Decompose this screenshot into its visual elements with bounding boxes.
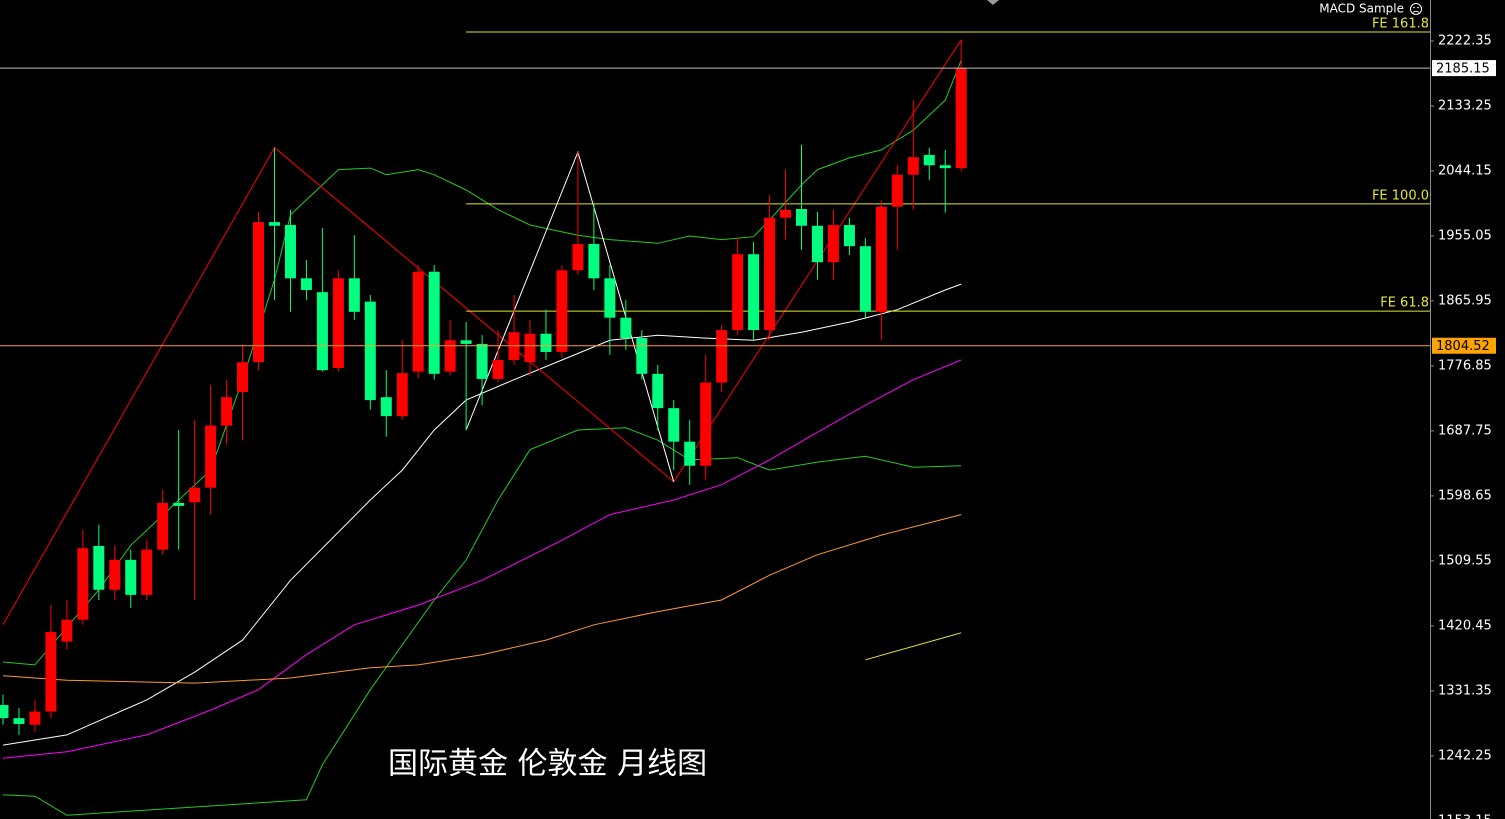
- candle-body: [811, 225, 823, 263]
- y-tick-label: 1687.75: [1438, 423, 1492, 438]
- y-tick-label: 2044.15: [1438, 163, 1492, 178]
- indicator-line: [2, 359, 962, 759]
- candle-body: [412, 271, 424, 372]
- candle-body: [732, 254, 744, 331]
- candle-body: [189, 487, 201, 503]
- y-tick-label: 1598.65: [1438, 488, 1492, 503]
- y-tick-label: 1331.35: [1438, 683, 1492, 698]
- y-tick-label: 1242.25: [1438, 748, 1492, 763]
- candle-body: [268, 222, 280, 226]
- candle-body: [907, 157, 919, 175]
- candle-body: [668, 408, 680, 442]
- candle-body: [253, 222, 265, 363]
- chart-title: 国际黄金 伦敦金 月线图: [388, 747, 707, 782]
- candle-body: [93, 545, 105, 590]
- candle-body: [939, 165, 951, 169]
- candle-body: [396, 373, 408, 417]
- candle-body: [827, 225, 839, 263]
- candle-body: [284, 225, 296, 279]
- candle-body: [588, 244, 600, 279]
- candle-body: [780, 209, 792, 218]
- candle-body: [652, 373, 664, 409]
- indicator-line: [2, 283, 962, 746]
- y-tick-label: 1955.05: [1438, 228, 1492, 243]
- candle-body: [716, 330, 728, 383]
- candle-body: [636, 338, 648, 374]
- candle-body: [875, 206, 887, 312]
- candle-body: [492, 359, 504, 379]
- candle-body: [348, 278, 360, 312]
- y-tick-label: 2133.25: [1438, 98, 1492, 113]
- candle-body: [45, 632, 57, 712]
- candle-body: [955, 68, 967, 169]
- candle-body: [0, 705, 9, 719]
- shift-marker: [987, 0, 999, 5]
- candle-body: [300, 278, 312, 290]
- plot-area: [0, 31, 1430, 816]
- fib-label: FE 100.0: [1372, 188, 1429, 203]
- candle-body: [332, 278, 344, 369]
- indicator-name: MACD Sample: [1319, 2, 1404, 16]
- candle-body: [380, 397, 392, 417]
- y-tick-label: 1153.15: [1438, 813, 1492, 819]
- candle-body: [556, 270, 568, 352]
- candle-body: [700, 382, 712, 466]
- y-tick-label: 1420.45: [1438, 618, 1492, 633]
- candle-body: [923, 155, 935, 166]
- price-label: 1804.52: [1436, 339, 1490, 354]
- candle-body: [13, 718, 25, 724]
- price-box: [1432, 60, 1496, 77]
- candle-body: [572, 244, 584, 271]
- candle-body: [796, 208, 807, 226]
- indicator-line: [2, 514, 962, 684]
- y-tick-label: 1509.55: [1438, 553, 1492, 568]
- candle-body: [540, 333, 552, 352]
- candle-body: [604, 278, 616, 318]
- indicator-line: [2, 427, 962, 816]
- price-label: 2185.15: [1436, 62, 1490, 77]
- candle-body: [764, 217, 776, 331]
- candle-body: [684, 441, 696, 466]
- price-box: [1432, 337, 1496, 354]
- candle-body: [205, 425, 217, 488]
- fib-label: FE 161.8: [1372, 16, 1429, 31]
- y-tick-label: 2222.35: [1438, 33, 1492, 48]
- candle-body: [428, 271, 440, 374]
- candle-body: [476, 343, 488, 379]
- candle-body: [316, 292, 328, 371]
- fib-label: FE 61.8: [1380, 296, 1429, 311]
- candle-body: [843, 225, 855, 247]
- candle-body: [125, 559, 137, 595]
- candle-body: [859, 246, 871, 312]
- candle-body: [444, 340, 456, 372]
- candle-body: [61, 619, 73, 642]
- candle-body: [620, 317, 632, 339]
- candle-body: [157, 502, 169, 550]
- candle-body: [221, 397, 233, 426]
- y-tick-label: 1776.85: [1438, 358, 1492, 373]
- y-tick-label: 1865.95: [1438, 293, 1492, 308]
- candle-body: [109, 559, 121, 590]
- candle-body: [524, 333, 536, 363]
- candle-body: [29, 711, 41, 725]
- candle-body: [77, 548, 89, 620]
- candle-body: [237, 362, 249, 393]
- candle-body: [173, 502, 185, 506]
- candle-body: [460, 340, 472, 344]
- indicator-line: [865, 632, 962, 661]
- candle-body: [141, 549, 153, 595]
- candle-body: [748, 254, 760, 331]
- candle-body: [364, 301, 376, 401]
- candle-body: [891, 174, 903, 207]
- expert-icon: [1410, 3, 1422, 15]
